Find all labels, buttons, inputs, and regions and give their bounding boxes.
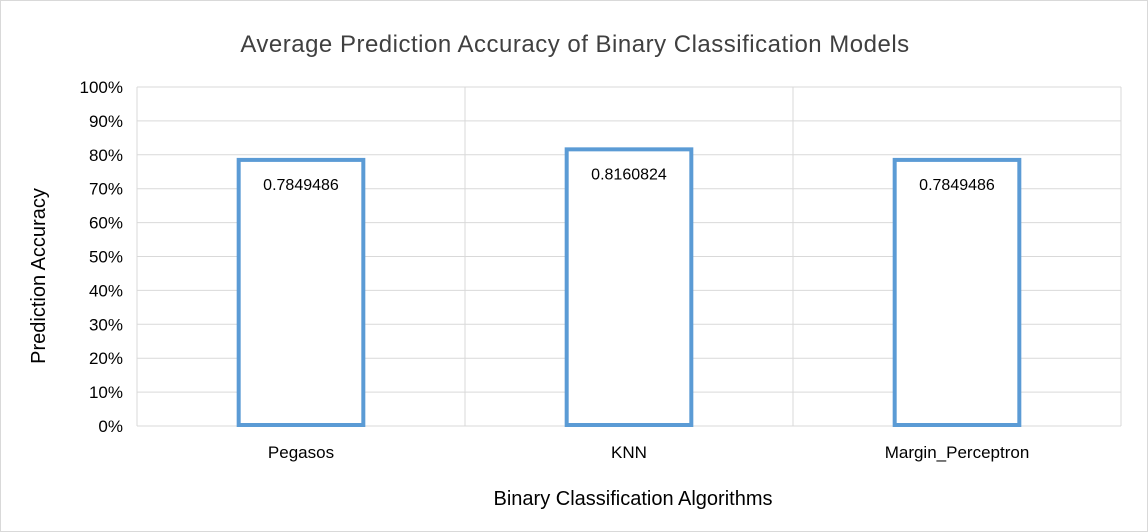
- y-tick-label: 0%: [98, 417, 123, 436]
- data-labels: 0.7849486 0.8160824 0.7849486: [263, 166, 995, 194]
- bars: [236, 147, 1022, 428]
- y-axis-title: Prediction Accuracy: [28, 188, 50, 364]
- y-tick-label: 20%: [89, 349, 123, 368]
- x-axis-categories: Pegasos KNN Margin_Perceptron: [268, 443, 1029, 462]
- x-tick-label: Margin_Perceptron: [885, 443, 1030, 462]
- bar-knn: [564, 147, 694, 428]
- y-tick-label: 90%: [89, 112, 123, 131]
- y-tick-label: 10%: [89, 383, 123, 402]
- x-tick-label: KNN: [611, 443, 647, 462]
- data-label: 0.8160824: [591, 166, 667, 183]
- y-tick-label: 60%: [89, 214, 123, 233]
- data-label: 0.7849486: [919, 177, 995, 194]
- y-axis-ticks: 0% 10% 20% 30% 40% 50% 60% 70% 80% 90% 100%: [80, 78, 123, 436]
- bar-pegasos: [236, 157, 366, 427]
- chart-title: Average Prediction Accuracy of Binary Cl…: [240, 31, 909, 58]
- bar-margin-perceptron: [892, 157, 1022, 427]
- y-tick-label: 70%: [89, 180, 123, 199]
- y-tick-label: 100%: [80, 78, 123, 97]
- data-label: 0.7849486: [263, 177, 339, 194]
- x-axis-title: Binary Classification Algorithms: [494, 488, 773, 510]
- x-tick-label: Pegasos: [268, 443, 334, 462]
- y-tick-label: 30%: [89, 315, 123, 334]
- y-tick-label: 50%: [89, 248, 123, 267]
- y-tick-label: 80%: [89, 146, 123, 165]
- y-tick-label: 40%: [89, 281, 123, 300]
